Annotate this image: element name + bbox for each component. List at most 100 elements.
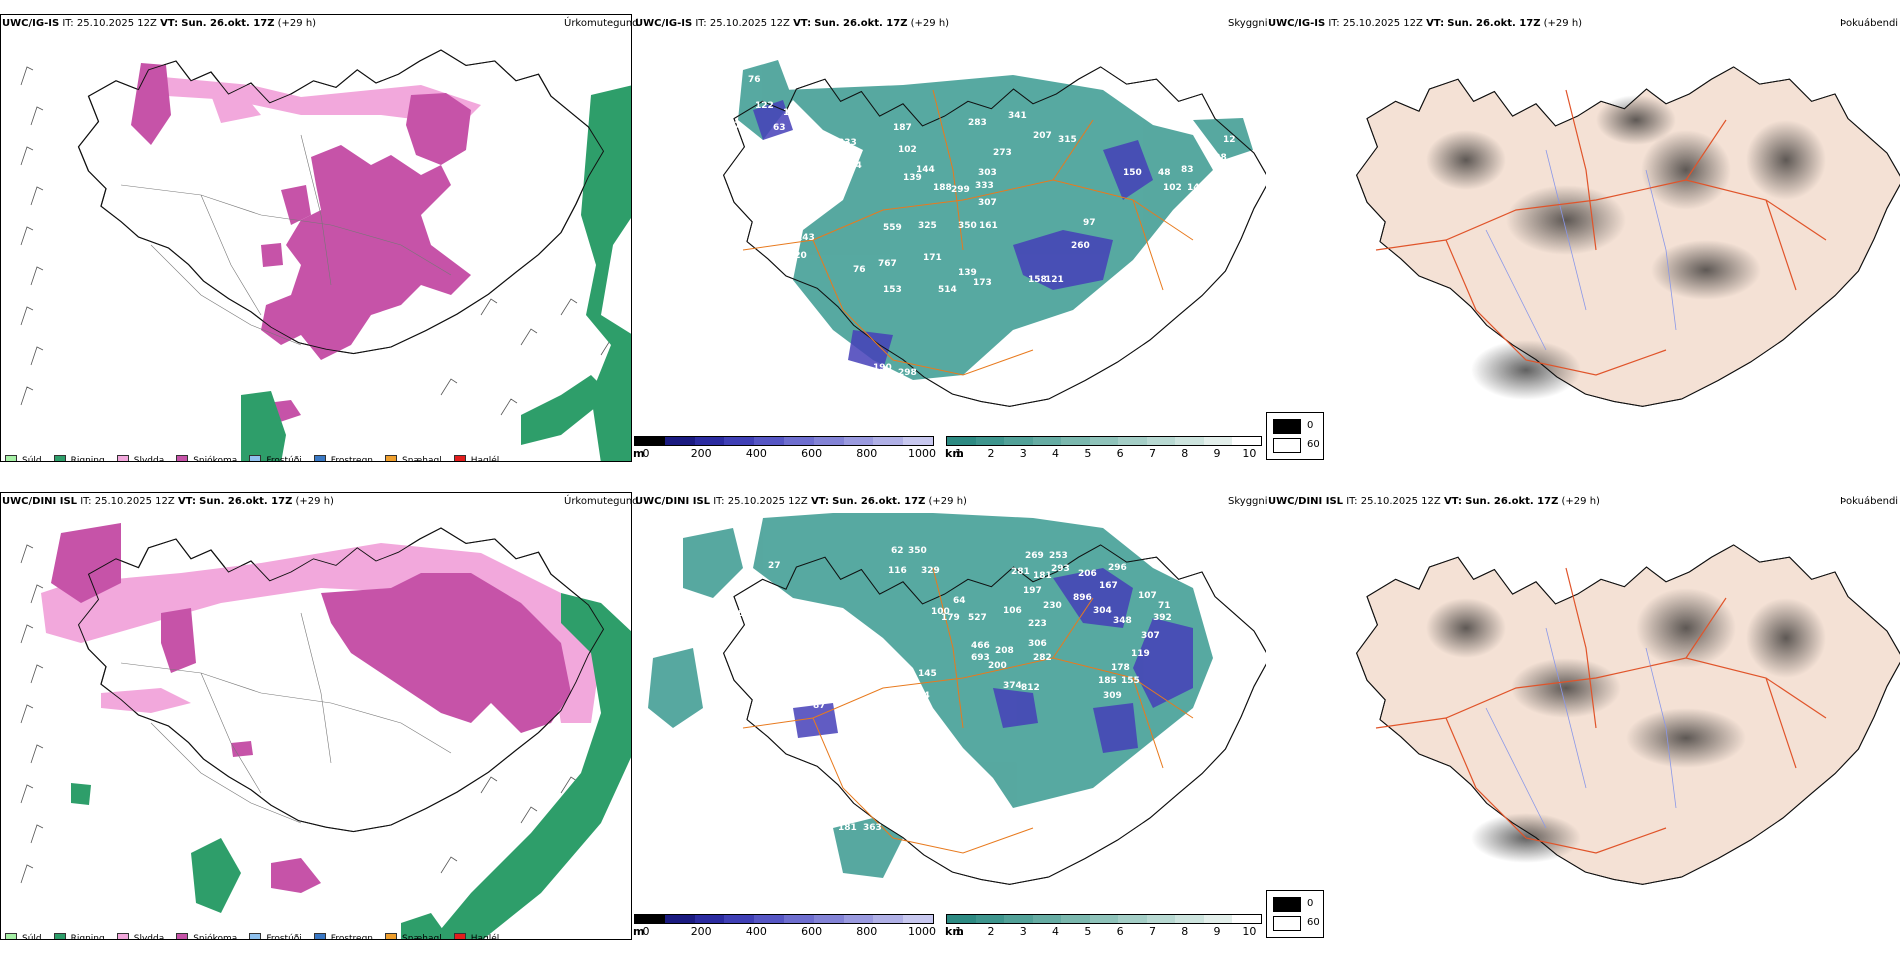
colorbar-segment xyxy=(783,915,814,923)
colorbar-segment xyxy=(1061,437,1090,445)
colorbar-tick: 800 xyxy=(856,447,878,460)
map-header: UWC/DINI ISL IT: 25.10.2025 12Z VT: Sun.… xyxy=(635,496,967,507)
svg-text:128: 128 xyxy=(1208,153,1227,163)
colorbar-tick: 5 xyxy=(1084,925,1092,938)
colorbar-tick: 6 xyxy=(1116,925,1124,938)
svg-text:374: 374 xyxy=(1003,681,1022,691)
colorbar-segment xyxy=(1089,915,1119,923)
fog-indicator-map[interactable] xyxy=(1266,508,1900,913)
colorbar-segment xyxy=(754,915,784,923)
cloud-visibility-map[interactable]: 76 122 117 27 63 262 96 333 384 187 102 … xyxy=(633,30,1266,435)
colorbar-segment xyxy=(783,437,814,445)
svg-text:157: 157 xyxy=(825,621,844,631)
svg-text:309: 309 xyxy=(1103,691,1122,701)
precip-type-map[interactable]: Súld Rigning Slydda Snjókoma Frostúði Frostre… xyxy=(0,14,632,462)
svg-text:296: 296 xyxy=(781,185,800,195)
colorbar-segment xyxy=(873,437,904,445)
legend-swatch xyxy=(249,933,262,939)
visibility-colorbar: km 1 2 3 4 5 6 7 8 9 10 xyxy=(945,914,1262,938)
colorbar-tick: 200 xyxy=(690,447,712,460)
precip-type-map[interactable]: Súld Rigning Slydda Snjókoma Frostúði Frostre… xyxy=(0,492,632,940)
wind-barbs xyxy=(20,544,578,894)
roads xyxy=(1375,567,1827,854)
svg-text:181: 181 xyxy=(1033,571,1052,581)
svg-text:63: 63 xyxy=(773,123,786,133)
colorbar-segment xyxy=(1004,915,1033,923)
rain-area xyxy=(71,593,631,939)
model-row-dini: Súld Rigning Slydda Snjókoma Frostúði Frostre… xyxy=(0,478,1900,953)
legend-label: Súld xyxy=(22,933,42,940)
visibility-bar xyxy=(946,436,1262,446)
svg-text:100: 100 xyxy=(931,607,950,617)
svg-text:206: 206 xyxy=(1078,569,1097,579)
svg-text:338: 338 xyxy=(748,613,767,623)
svg-text:71: 71 xyxy=(1158,601,1171,611)
cloud-base-unit: m xyxy=(633,925,645,938)
svg-text:139: 139 xyxy=(958,268,977,278)
cloud-visibility-map[interactable]: 973 27 527 336 338 112 741 124 129 157 1… xyxy=(633,508,1266,913)
colorbar-tick: 5 xyxy=(1084,447,1092,460)
svg-text:187: 187 xyxy=(893,123,912,133)
colorbar-segment xyxy=(1032,437,1062,445)
svg-text:466: 466 xyxy=(971,641,990,651)
fog-low-label: 0 xyxy=(1307,898,1314,909)
legend-swatch xyxy=(313,455,326,461)
fog-indicator-map[interactable] xyxy=(1266,30,1900,435)
legend-item: Rigning xyxy=(53,455,105,462)
legend-swatch xyxy=(176,933,189,939)
svg-text:315: 315 xyxy=(1058,135,1077,145)
svg-text:145: 145 xyxy=(918,669,937,679)
svg-text:102: 102 xyxy=(1163,183,1182,193)
svg-text:253: 253 xyxy=(1049,551,1068,561)
colorbar-segment xyxy=(1089,437,1119,445)
svg-text:117: 117 xyxy=(783,108,802,118)
legend-item: Frostregn xyxy=(313,455,373,461)
svg-text:87: 87 xyxy=(813,701,826,711)
colorbar-segment xyxy=(1118,437,1147,445)
panel-title: Þokuábendi xyxy=(1840,496,1899,507)
colorbar-tick: 9 xyxy=(1213,447,1221,460)
roads xyxy=(1375,89,1827,376)
svg-text:514: 514 xyxy=(938,285,957,295)
legend-label: Súld xyxy=(22,455,42,462)
precip-type-panel: Súld Rigning Slydda Snjókoma Frostúði Frostre… xyxy=(0,0,639,475)
fog-high-swatch xyxy=(1273,438,1301,453)
panel-title: Skyggni xyxy=(1228,18,1268,29)
colorbar-segment xyxy=(975,437,1005,445)
svg-text:741: 741 xyxy=(823,651,842,661)
colorbar-segment xyxy=(1203,915,1233,923)
svg-text:139: 139 xyxy=(903,173,922,183)
model-row-ig-is: Súld Rigning Slydda Snjókoma Frostúði Frostre… xyxy=(0,0,1900,475)
colorbar-segment xyxy=(664,915,695,923)
legend-label: Rigning xyxy=(70,455,105,462)
svg-text:122: 122 xyxy=(755,101,774,111)
map-header: UWC/IG-IS IT: 25.10.2025 12Z VT: Sun. 26… xyxy=(2,18,317,29)
colorbar-segment xyxy=(1175,915,1204,923)
legend-item: Snæhagl xyxy=(385,455,442,461)
svg-text:155: 155 xyxy=(1121,676,1140,686)
colorbar-tick: 8 xyxy=(1181,447,1189,460)
legend-label: Slydda xyxy=(133,933,165,940)
colorbar-segment xyxy=(1146,915,1176,923)
svg-text:273: 273 xyxy=(993,148,1012,158)
roads xyxy=(120,612,452,824)
svg-text:167: 167 xyxy=(1099,581,1118,591)
svg-text:136: 136 xyxy=(858,383,877,393)
svg-text:384: 384 xyxy=(843,161,862,171)
cloud-base-bar xyxy=(634,436,934,446)
visibility-bar xyxy=(946,914,1262,924)
colorbar-tick: 4 xyxy=(1052,447,1060,460)
legend-label: Snjókoma xyxy=(193,455,238,462)
svg-text:208: 208 xyxy=(995,646,1014,656)
rivers xyxy=(1485,627,1677,829)
fog-high-label: 60 xyxy=(1307,439,1320,450)
colorbar-segment xyxy=(754,437,784,445)
legend-label: Slydda xyxy=(133,455,165,462)
svg-text:27: 27 xyxy=(728,121,741,131)
svg-text:12: 12 xyxy=(1223,135,1236,145)
svg-text:171: 171 xyxy=(923,253,942,263)
colorbar-segment xyxy=(1146,437,1176,445)
roads xyxy=(742,89,1194,376)
svg-text:204: 204 xyxy=(895,398,914,408)
cloud-base-ticks: 0 200 400 600 800 1000 xyxy=(634,447,937,460)
